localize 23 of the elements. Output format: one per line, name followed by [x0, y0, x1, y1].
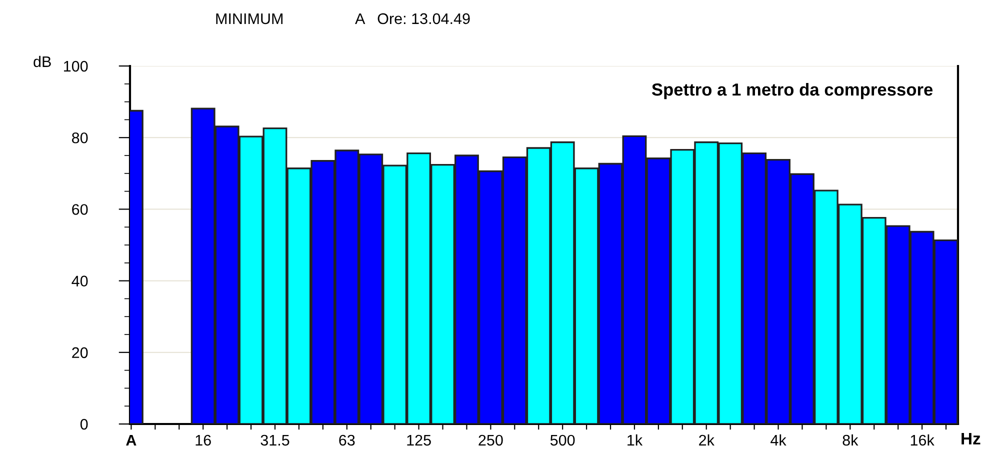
text: Spettro a 1 metro da compressore	[652, 82, 933, 100]
y-tick-label: 60	[72, 204, 88, 215]
y-tick-label: 80	[72, 132, 88, 144]
y-tick-label: 40	[72, 276, 88, 286]
text: A Ore: 13.04.49	[355, 13, 470, 24]
y-tick-label: 0	[80, 418, 88, 430]
x-tick-label: 16k	[910, 434, 934, 446]
x-tick-label: 4k	[770, 434, 786, 446]
x-tick-label: 250	[478, 434, 503, 446]
x-tick-label: 63	[339, 434, 355, 446]
x-tick-label: 8k	[842, 434, 858, 446]
x-tick-label: 31.5	[260, 434, 290, 446]
x-tick-label: A	[126, 434, 136, 446]
x-tick-label: 500	[550, 434, 575, 446]
x-tick-label: 1k	[628, 434, 643, 446]
y-tick-label: 100	[64, 60, 88, 72]
x-tick-label: 2k	[699, 434, 714, 446]
text: MINIMUM	[216, 13, 282, 24]
x-tick-label: 125	[407, 434, 431, 446]
y-axis-title: dB	[34, 56, 51, 68]
y-tick-label: 20	[72, 347, 88, 358]
x-tick-label: 16	[196, 434, 211, 446]
x-axis-title: Hz	[962, 432, 980, 444]
